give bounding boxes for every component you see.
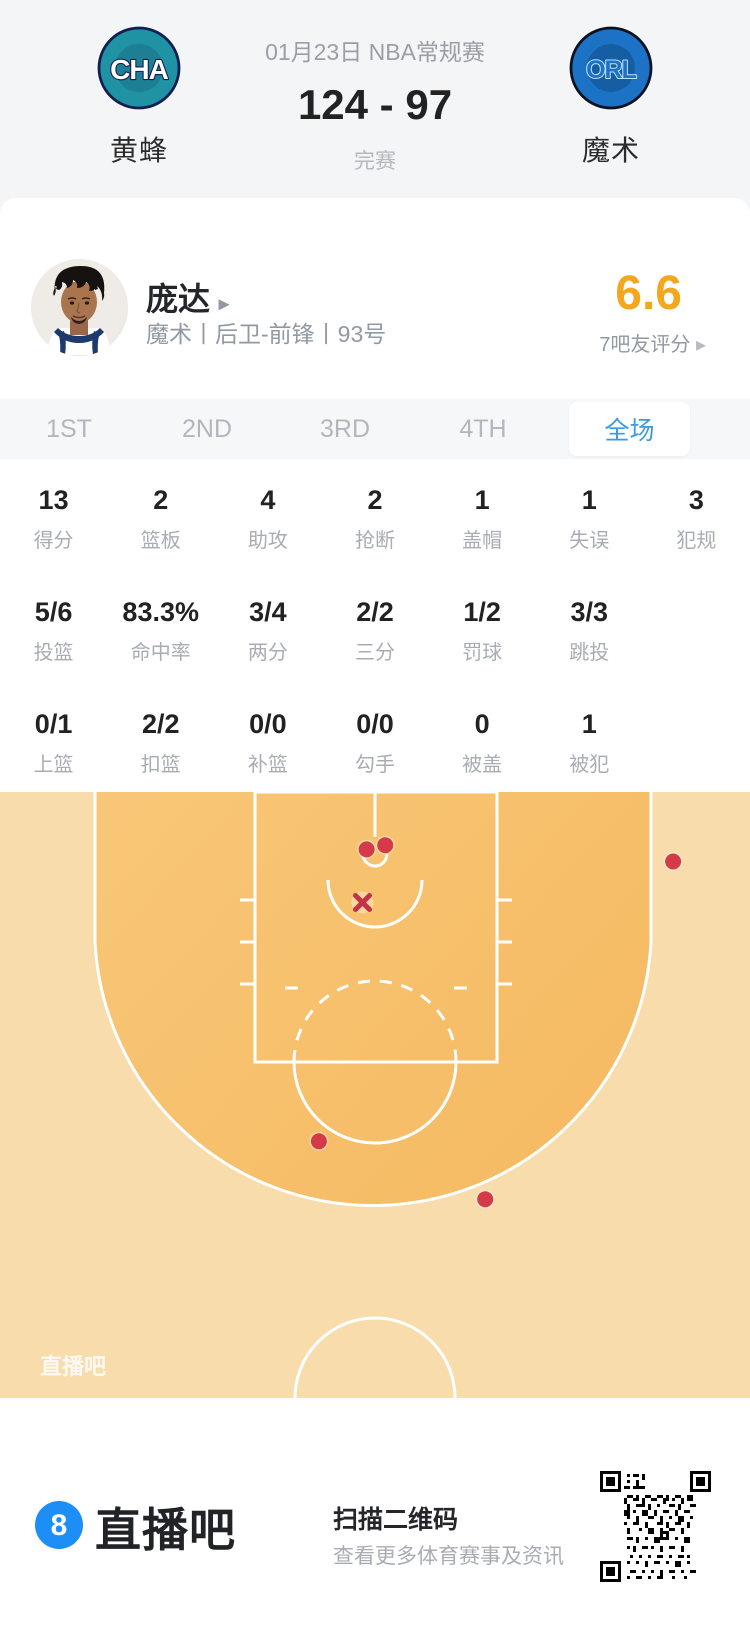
svg-text:直播吧: 直播吧 [40,1354,106,1379]
svg-text:8: 8 [51,1509,68,1542]
svg-text:CHA: CHA [110,54,168,85]
svg-text:ORL: ORL [586,56,637,84]
